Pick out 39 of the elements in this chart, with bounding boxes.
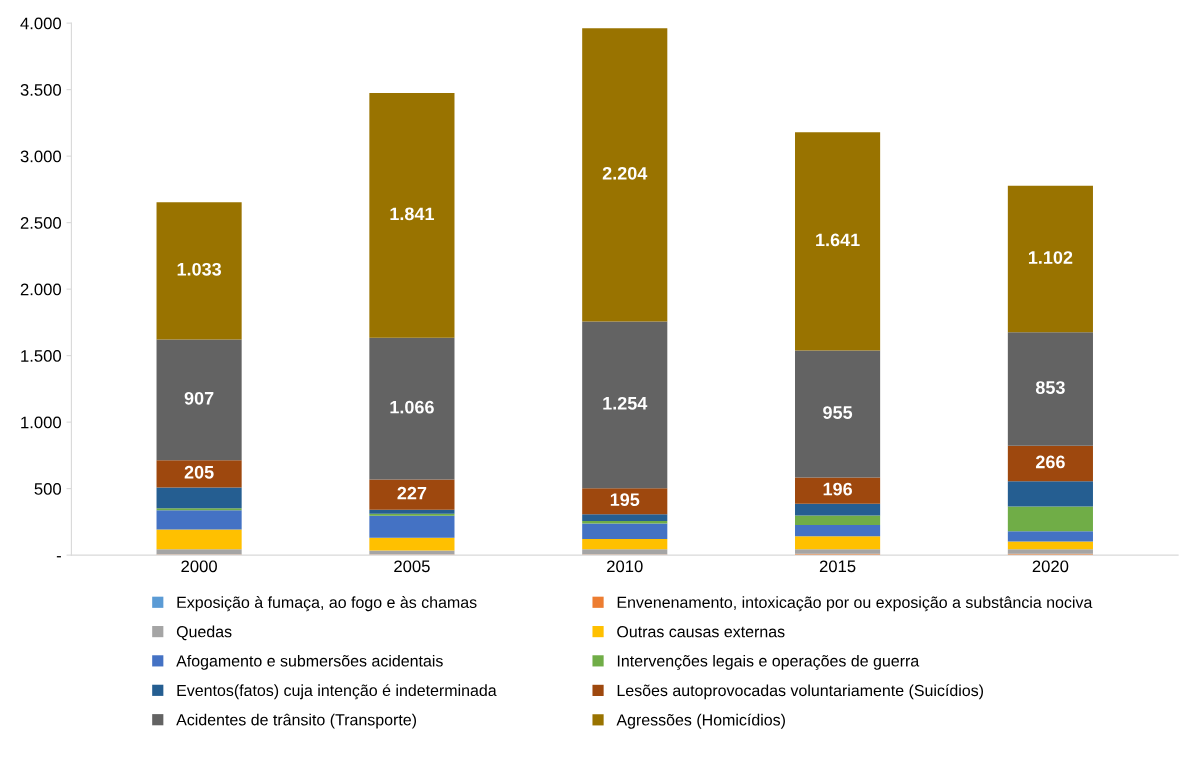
- legend-label: Eventos(fatos) cuja intenção é indeterminada: [177, 684, 497, 700]
- legend-label: Acidentes de trânsito (Transporte): [176, 713, 417, 729]
- data-label: 907: [184, 391, 214, 405]
- data-label: 1.066: [390, 400, 434, 414]
- data-label: 1.254: [603, 396, 648, 410]
- legend-label: Afogamento e submersões acidentais: [176, 654, 443, 670]
- y-tick-label: 3.500: [20, 84, 62, 96]
- legend-label: Envenenamento, intoxicação por ou exposição a substância nociva: [617, 596, 1093, 612]
- data-label: 1.102: [1028, 251, 1073, 264]
- legend-label: Quedas: [176, 625, 232, 641]
- y-tick-label: 2.000: [20, 283, 62, 296]
- legend-label: Exposição à fumaça, ao fogo e às chamas: [177, 596, 477, 612]
- data-label: 955: [823, 406, 853, 419]
- legend-label: Lesões autoprovocadas voluntariamente (Suicídios): [617, 684, 983, 700]
- data-label: 1.641: [816, 233, 860, 247]
- data-label: 195: [610, 493, 640, 507]
- x-tick-label: 2005: [394, 560, 430, 573]
- data-label: 266: [1035, 455, 1065, 469]
- y-tick-label: 3.000: [20, 150, 62, 163]
- data-label: 853: [1035, 381, 1065, 394]
- x-tick-label: 2000: [181, 560, 217, 573]
- y-tick-label: 2.500: [20, 217, 62, 229]
- data-label: 196: [823, 482, 852, 496]
- y-tick-label: 1.500: [21, 350, 62, 362]
- legend-label: Intervenções legais e operações de guerra: [617, 654, 920, 670]
- y-tick-label: 500: [34, 483, 62, 495]
- data-label: 2.204: [602, 166, 648, 180]
- x-tick-label: 2020: [1032, 560, 1069, 573]
- legend-label: Agressões (Homicídios): [616, 713, 785, 729]
- y-tick-label: 1.000: [21, 416, 62, 429]
- data-label: 1.033: [177, 262, 222, 276]
- y-tick-label: 4.000: [20, 17, 62, 30]
- data-label: 205: [184, 465, 214, 479]
- legend-label: Outras causas externas: [617, 626, 785, 638]
- x-tick-label: 2010: [607, 560, 643, 573]
- data-label: 1.841: [390, 207, 435, 221]
- data-label: 227: [397, 486, 427, 500]
- x-tick-label: 2015: [819, 560, 856, 573]
- y-tick-label: -: [56, 556, 61, 558]
